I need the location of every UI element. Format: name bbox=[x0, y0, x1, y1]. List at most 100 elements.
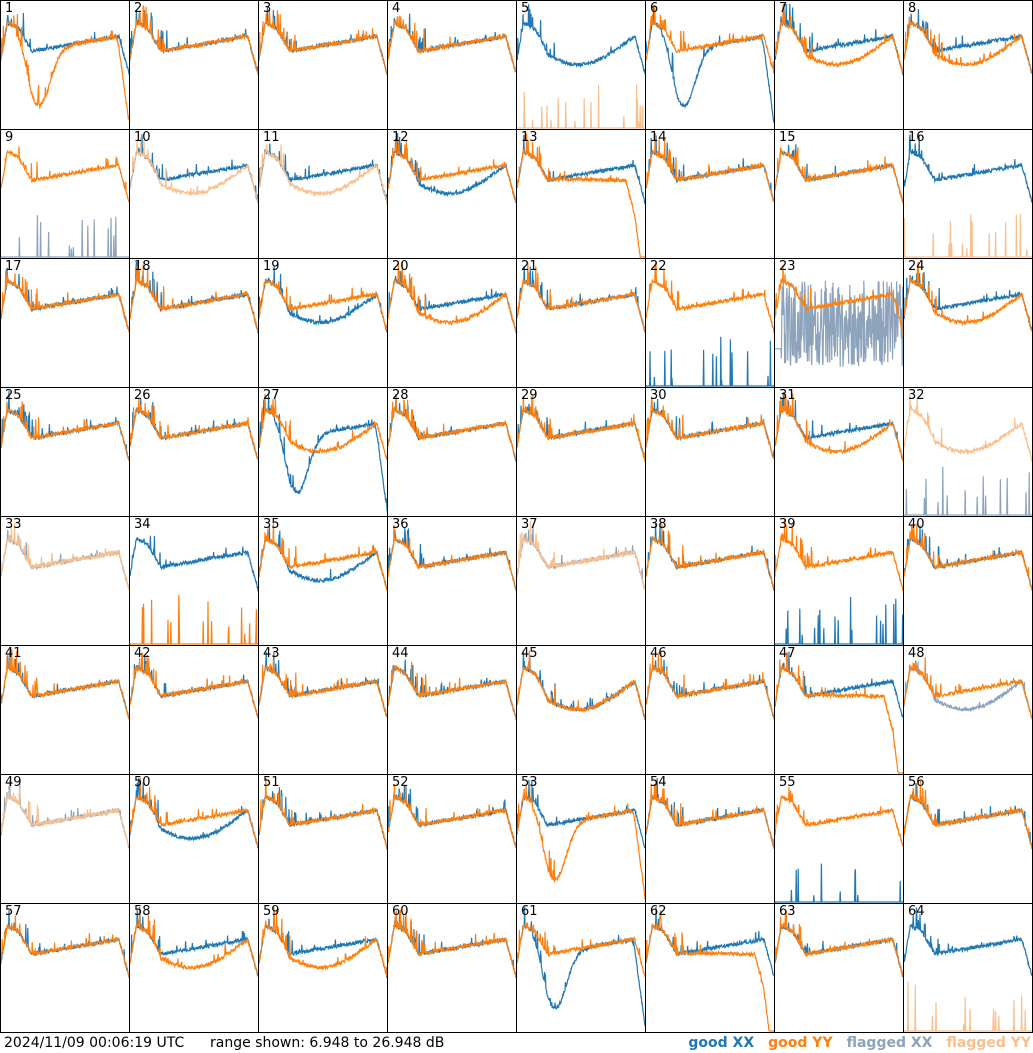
series-xx bbox=[1, 215, 129, 258]
panel-number: 53 bbox=[521, 775, 538, 790]
panel-number: 43 bbox=[263, 646, 280, 661]
series-yy bbox=[646, 261, 774, 334]
antenna-panel-53: 53 bbox=[517, 775, 645, 903]
antenna-panel-18: 18 bbox=[130, 259, 258, 387]
series-yy bbox=[517, 785, 645, 899]
panel-plot bbox=[259, 777, 387, 850]
antenna-panel-61: 61 bbox=[517, 904, 645, 1032]
series-yy bbox=[259, 777, 387, 849]
series-yy bbox=[517, 520, 645, 591]
series-xx bbox=[904, 907, 1032, 976]
series-yy bbox=[388, 396, 516, 462]
panel-plot bbox=[130, 535, 258, 645]
antenna-panel-17: 17 bbox=[1, 259, 129, 387]
panel-plot bbox=[130, 777, 258, 849]
series-yy bbox=[775, 786, 903, 847]
panel-number: 46 bbox=[650, 646, 667, 661]
panel-number: 63 bbox=[779, 904, 796, 919]
panel-plot bbox=[259, 266, 387, 333]
panel-number: 61 bbox=[521, 904, 538, 919]
panel-number: 36 bbox=[392, 517, 409, 532]
panel-plot bbox=[775, 3, 903, 76]
panel-number: 47 bbox=[779, 646, 796, 661]
panel-plot bbox=[388, 13, 516, 73]
panel-plot bbox=[775, 910, 903, 977]
antenna-panel-3: 3 bbox=[259, 1, 387, 129]
legend-good-xx: good XX bbox=[688, 1035, 755, 1051]
panel-number: 64 bbox=[908, 904, 925, 919]
panel-number: 41 bbox=[5, 646, 22, 661]
panel-plot bbox=[517, 395, 645, 462]
series-yy bbox=[517, 84, 645, 129]
antenna-panel-35: 35 bbox=[259, 517, 387, 645]
panel-plot bbox=[775, 264, 903, 367]
panel-number: 28 bbox=[392, 388, 409, 403]
antenna-panel-13: 13 bbox=[517, 130, 645, 258]
antenna-panel-39: 39 bbox=[775, 517, 903, 645]
antenna-panel-26: 26 bbox=[130, 388, 258, 516]
panel-plot bbox=[388, 132, 516, 203]
panel-plot bbox=[388, 909, 516, 978]
antenna-panel-33: 33 bbox=[1, 517, 129, 645]
timestamp: 2024/11/09 00:06:19 UTC bbox=[4, 1035, 185, 1051]
panel-number: 25 bbox=[5, 388, 22, 403]
panel-number: 7 bbox=[779, 1, 788, 16]
antenna-panel-56: 56 bbox=[904, 775, 1032, 903]
series-yy bbox=[646, 396, 774, 460]
series-xx bbox=[775, 863, 903, 903]
antenna-panel-47: 47 bbox=[775, 646, 903, 774]
panel-number: 52 bbox=[392, 775, 409, 790]
series-yy bbox=[517, 261, 645, 331]
antenna-panel-16: 16 bbox=[904, 130, 1032, 258]
antenna-panel-31: 31 bbox=[775, 388, 903, 516]
series-yy bbox=[130, 262, 258, 331]
panel-number: 37 bbox=[521, 517, 538, 532]
panel-number: 62 bbox=[650, 904, 667, 919]
panel-plot bbox=[1, 910, 129, 978]
series-xx bbox=[259, 527, 387, 590]
series-yy bbox=[388, 784, 516, 849]
series-xx bbox=[904, 134, 1032, 203]
series-xx bbox=[517, 4, 645, 75]
antenna-panel-48: 48 bbox=[904, 646, 1032, 774]
series-yy bbox=[517, 922, 645, 978]
series-yy bbox=[259, 907, 387, 977]
legend-good-yy: good YY bbox=[768, 1035, 833, 1051]
series-xx bbox=[775, 280, 903, 367]
panel-plot bbox=[904, 657, 1032, 720]
antenna-panel-28: 28 bbox=[388, 388, 516, 516]
panel-plot bbox=[517, 133, 645, 258]
series-yy bbox=[646, 780, 774, 850]
panel-number: 17 bbox=[5, 259, 22, 274]
series-yy bbox=[130, 908, 258, 977]
panel-plot bbox=[646, 652, 774, 720]
panel-plot bbox=[646, 5, 774, 123]
antenna-panel-1: 1 bbox=[1, 1, 129, 129]
panel-number: 56 bbox=[908, 775, 925, 790]
panel-plot bbox=[130, 134, 258, 203]
antenna-panel-4: 4 bbox=[388, 1, 516, 129]
antenna-panel-38: 38 bbox=[646, 517, 774, 645]
series-yy bbox=[1, 146, 129, 203]
range-label: range shown: 6.948 to 26.948 dB bbox=[210, 1035, 445, 1051]
antenna-panel-57: 57 bbox=[1, 904, 129, 1032]
panel-plot bbox=[1, 267, 129, 333]
panel-number: 24 bbox=[908, 259, 925, 274]
series-yy bbox=[130, 136, 258, 203]
panel-number: 6 bbox=[650, 1, 659, 16]
antenna-panel-23: 23 bbox=[775, 259, 903, 387]
antenna-panel-27: 27 bbox=[259, 388, 387, 516]
panel-number: 58 bbox=[134, 904, 151, 919]
panel-plot bbox=[1, 146, 129, 258]
series-xx bbox=[130, 535, 258, 592]
panel-number: 10 bbox=[134, 130, 151, 145]
panel-plot bbox=[904, 780, 1032, 850]
panel-number: 9 bbox=[5, 130, 14, 145]
panel-number: 59 bbox=[263, 904, 280, 919]
panel-number: 44 bbox=[392, 646, 409, 661]
antenna-panel-44: 44 bbox=[388, 646, 516, 774]
panel-plot bbox=[775, 651, 903, 774]
panel-plot bbox=[517, 261, 645, 333]
antenna-panel-42: 42 bbox=[130, 646, 258, 774]
